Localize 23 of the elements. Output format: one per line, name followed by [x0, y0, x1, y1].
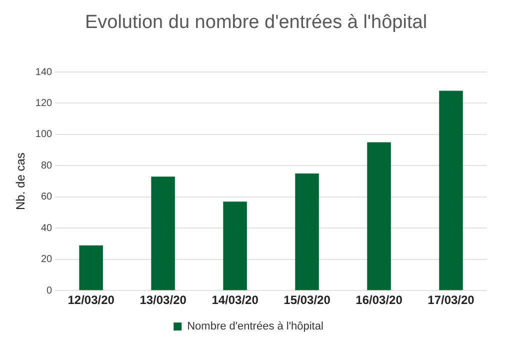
y-tick-label: 0 [46, 285, 53, 296]
y-tick-label: 100 [35, 129, 53, 140]
bar [79, 245, 103, 290]
y-tick-label: 140 [35, 66, 53, 78]
y-tick-label: 20 [40, 254, 53, 266]
x-tick-label: 16/03/20 [356, 293, 403, 308]
bar [223, 202, 247, 290]
legend-label: Nombre d'entrées à l'hôpital [187, 320, 324, 333]
x-tick-label: 12/03/20 [68, 293, 115, 308]
bar [151, 176, 175, 290]
bar [439, 90, 463, 290]
x-tick-label: 17/03/20 [428, 293, 475, 308]
y-tick-label: 120 [35, 98, 53, 109]
x-tick-label: 15/03/20 [284, 293, 331, 308]
bar [295, 173, 319, 290]
y-axis-title: Nb. de cas [14, 152, 28, 210]
y-tick-label: 40 [40, 222, 53, 234]
y-tick-label: 80 [40, 160, 53, 172]
chart-title: Evolution du nombre d'entrées à l'hôpital [84, 12, 428, 35]
x-tick-label: 14/03/20 [212, 293, 259, 308]
y-tick-label: 60 [40, 192, 53, 203]
bar [367, 142, 391, 290]
x-tick-label: 13/03/20 [140, 293, 187, 308]
